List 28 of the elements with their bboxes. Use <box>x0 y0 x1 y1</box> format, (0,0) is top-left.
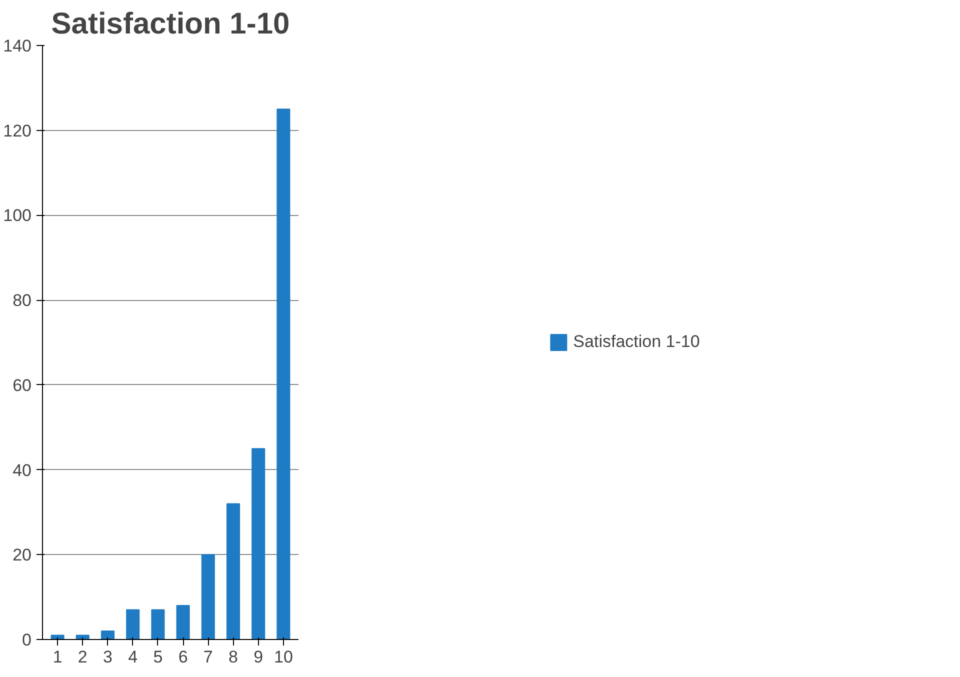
x-tick-label: 3 <box>103 648 112 666</box>
y-tick-label: 80 <box>12 291 32 310</box>
legend-label: Satisfaction 1-10 <box>573 332 700 352</box>
y-tick-label: 40 <box>12 460 32 480</box>
y-tick-label: 0 <box>22 630 32 650</box>
bar <box>276 108 290 640</box>
y-tick-label: 140 <box>3 36 32 56</box>
x-tick-label: 8 <box>228 648 238 666</box>
x-tick-label: 4 <box>128 648 138 666</box>
bar <box>100 630 115 640</box>
x-tick-label: 7 <box>203 648 213 666</box>
bar <box>176 605 190 640</box>
y-tick-label: 120 <box>3 121 32 140</box>
bar <box>151 609 165 640</box>
y-tick-label: 100 <box>3 206 32 226</box>
x-tick-label: 10 <box>274 648 293 666</box>
chart-title: Satisfaction 1-10 <box>51 8 290 40</box>
bar <box>126 609 140 640</box>
x-tick-label: 6 <box>178 648 188 666</box>
x-tick-label: 5 <box>153 648 163 666</box>
y-tick-label: 20 <box>12 546 32 565</box>
bar <box>201 554 215 640</box>
x-tick-label: 2 <box>78 648 88 666</box>
x-tick-label: 9 <box>254 648 264 666</box>
x-tick-label: 1 <box>52 648 62 666</box>
bar <box>252 448 266 640</box>
y-tick-label: 60 <box>12 376 32 395</box>
bar <box>226 503 240 640</box>
